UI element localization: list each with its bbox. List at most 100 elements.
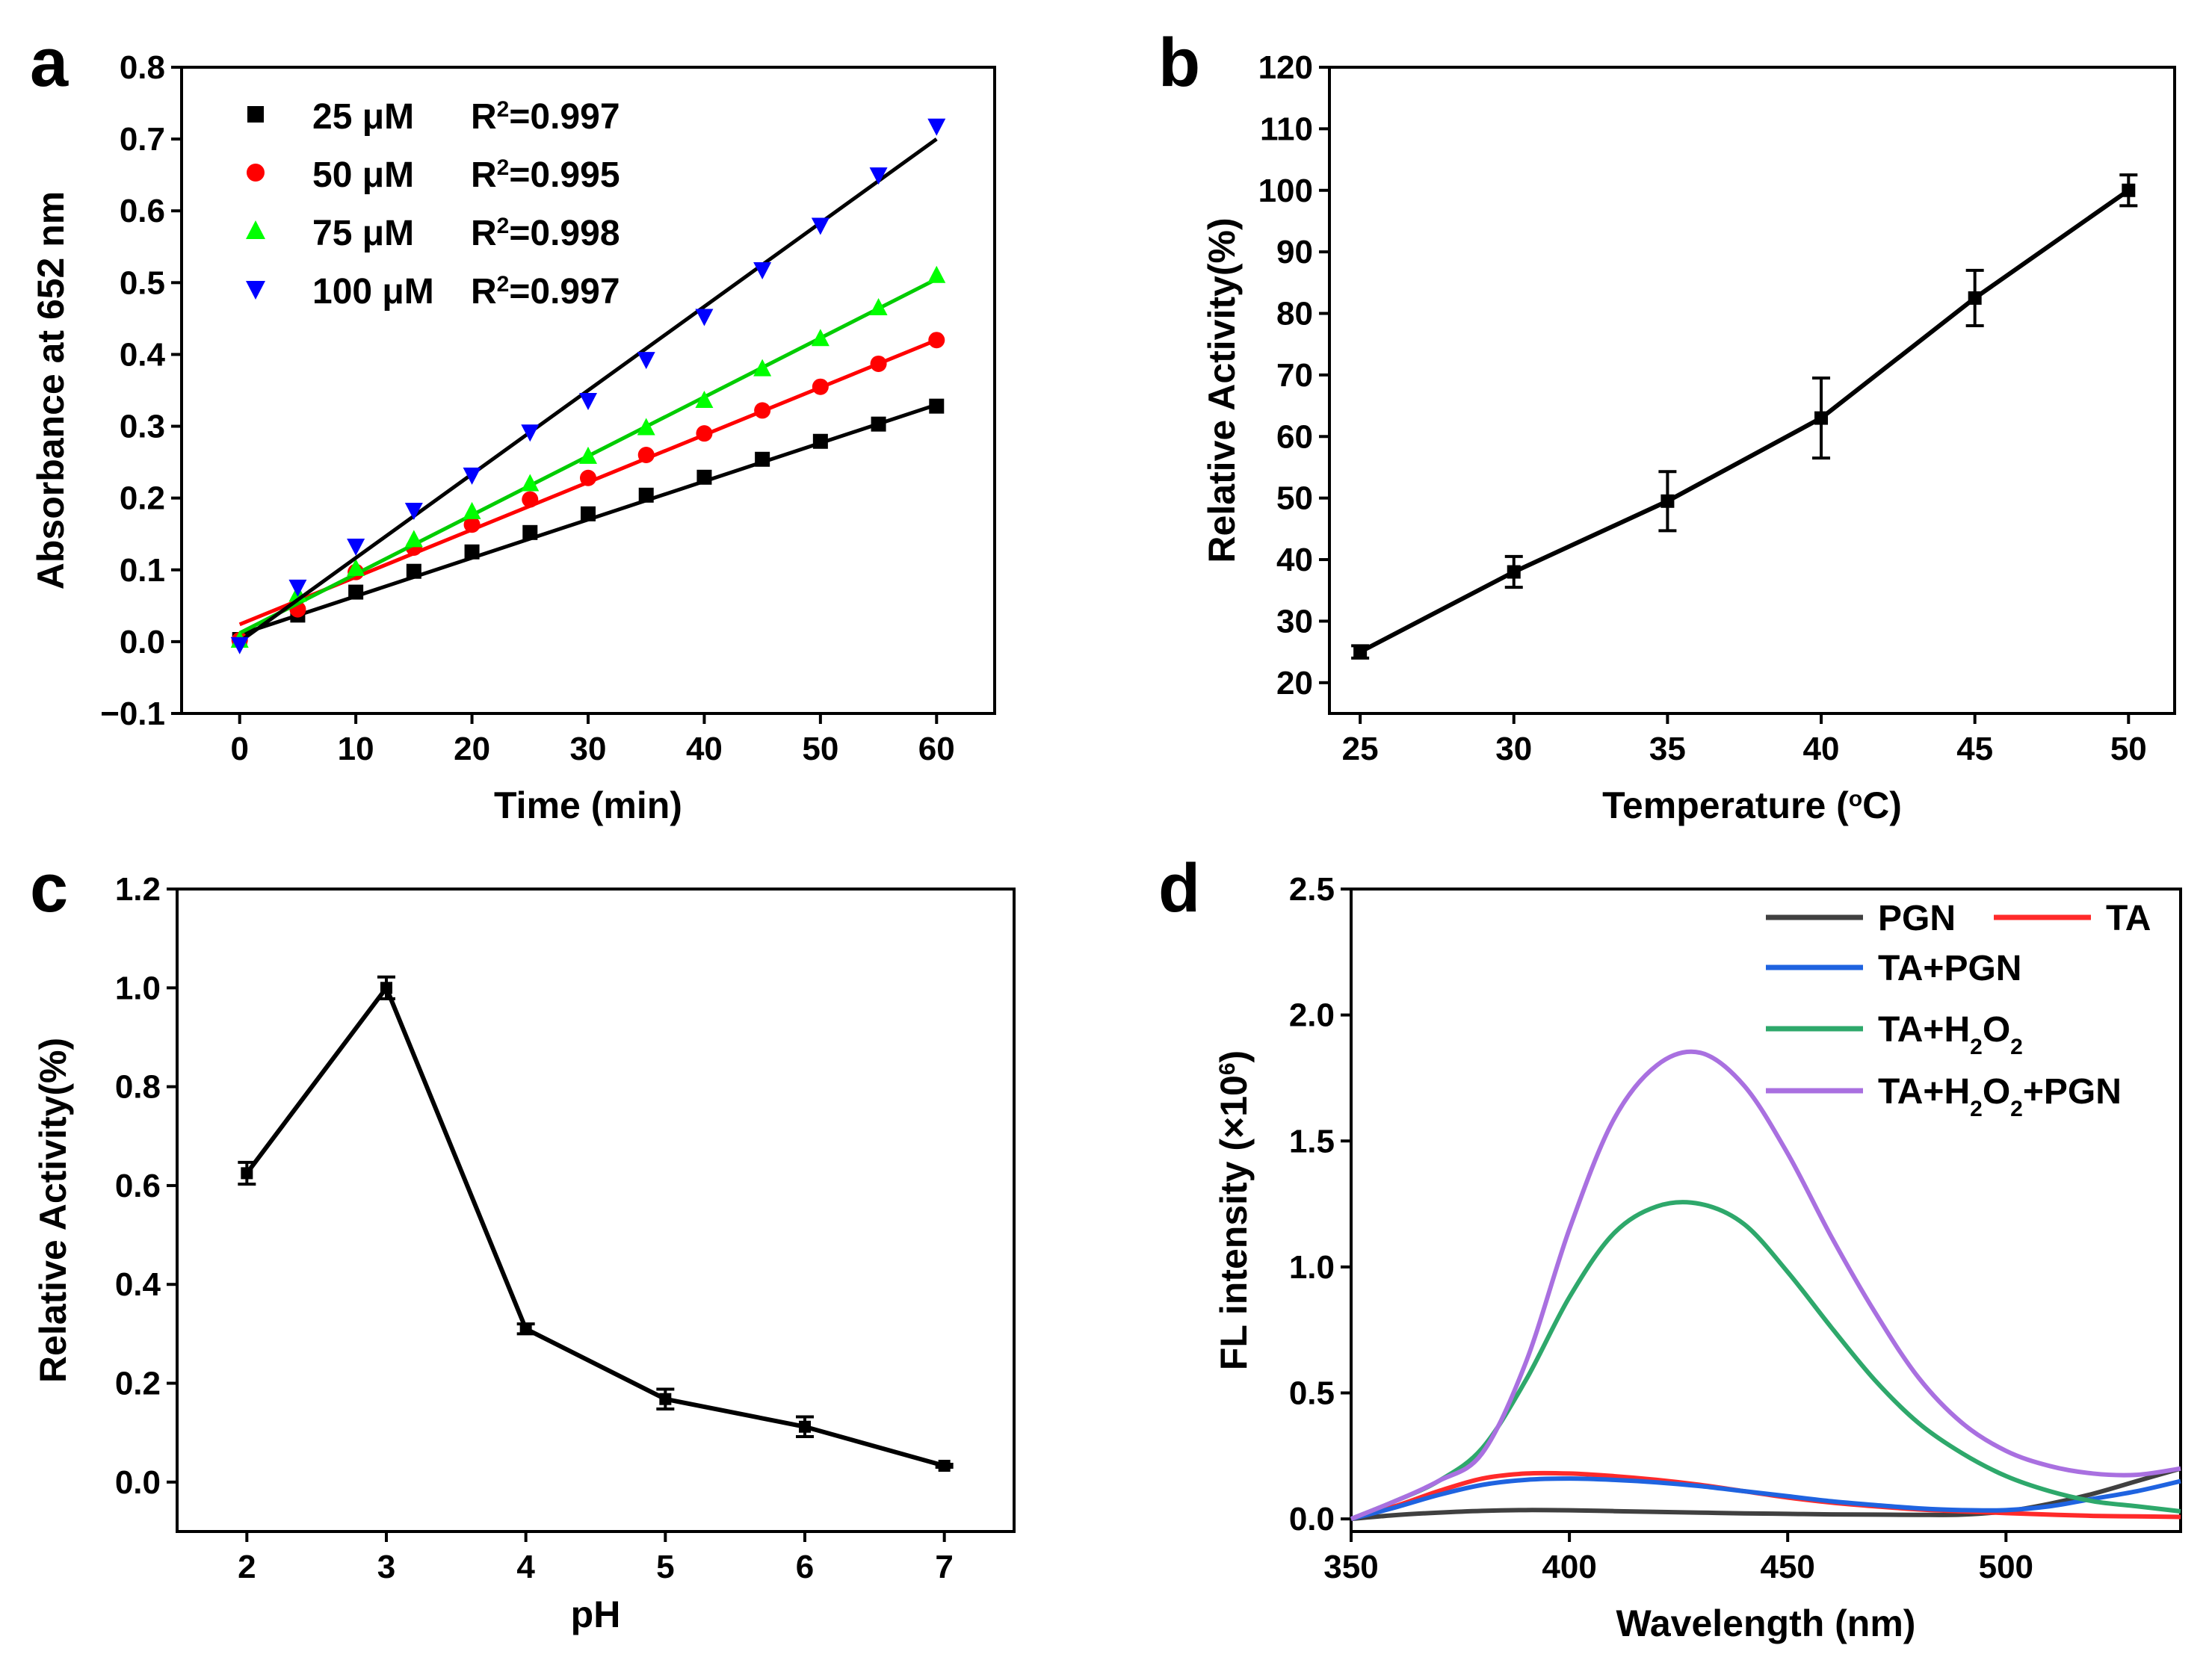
data-point [241,1167,253,1180]
legend-label: 75 μM [312,214,414,253]
legend-label: TA+H2O2+PGN [1878,1072,2122,1121]
panel-label: a [30,25,69,101]
series-2 [230,265,946,648]
x-tick-label: 350 [1323,1549,1378,1585]
x-tick-label: 500 [1979,1549,2033,1585]
y-tick-label: 30 [1276,603,1313,639]
x-tick-label: 450 [1760,1549,1814,1585]
x-tick-label: 2 [238,1549,256,1585]
legend-label: TA+PGN [1878,949,2021,988]
series-1 [231,332,945,648]
data-point [638,487,654,503]
x-tick-label: 60 [918,731,955,767]
legend-r2-value: =0.995 [509,155,620,195]
data-point [755,451,770,467]
data-point [347,558,365,576]
data-point [521,474,540,492]
data-point [288,579,307,597]
x-axis-title: pH [571,1594,621,1635]
y-tick-label: 70 [1276,357,1313,394]
panel-b: b 25 30 35 40 45 50 20 30 40 50 60 70 80 90 100 110 120 Te… [1158,25,2176,826]
x-tick-label: 30 [1495,731,1532,767]
data-point [1353,645,1368,659]
series-line-2 [1350,1476,2181,1522]
y-tick-label: 0.7 [120,121,165,158]
plot-frame [1350,888,2182,1533]
x-tick-label: 10 [338,731,374,767]
y-tick-label: 0.8 [115,1069,161,1106]
data-point [870,355,887,372]
legend-label-sub: 2 [2010,1097,2023,1121]
x-tick-label: 40 [1803,731,1840,767]
y-tick-label: 0.4 [120,336,166,373]
data-line [1359,188,2131,654]
data-point [696,425,713,442]
data-point [753,359,772,377]
y-tick-label: 100 [1258,173,1313,209]
y-tick-label: 120 [1258,49,1313,86]
y-tick-label: 0.6 [115,1168,161,1204]
legend-label-part: O [1983,1010,2010,1050]
legend-label-text: TA [2106,899,2151,938]
panel-c: c 2 3 4 5 6 7 0.0 0.2 0.4 0.6 0.8 1.0 1.2 pH Relative A… [30,850,1016,1635]
data-point [927,118,946,136]
legend-r2: R2=0.997 [471,272,620,312]
data-point [348,584,364,600]
x-tick-label: 4 [516,1549,535,1585]
data-point [637,418,655,436]
x-axis-title: Wavelength (nm) [1616,1602,1916,1644]
data-point [247,164,265,182]
data-point [579,446,597,464]
legend-label: TA [2106,899,2151,938]
data-point [404,530,423,548]
x-tick-label: 5 [656,1549,674,1585]
x-tick-label: 20 [454,731,490,767]
data-point [463,516,481,533]
data-point [1507,565,1521,579]
data-point [522,524,538,540]
data-point [521,424,540,442]
y-tick-label: 0.0 [1289,1501,1335,1537]
legend-label-sub: 2 [2010,1035,2023,1059]
data-point [579,392,597,410]
y-axis-title-part: ) [1213,1050,1255,1063]
legend-label-sub: 2 [1970,1097,1983,1121]
data-point [581,506,596,521]
y-tick-label: 0.1 [120,552,165,589]
data-point [754,402,771,419]
data-point [753,262,772,280]
data-point [1814,411,1829,425]
data-point [580,469,596,486]
y-tick-label: 0.2 [115,1366,161,1402]
y-axis-title: FL intensity (×106) [1213,1050,1255,1370]
legend-label-text: PGN [1878,899,1956,938]
x-tick-label: 30 [570,731,607,767]
panel-d: d 350 400 450 500 0.0 0.5 1.0 1.5 2.0 2.5 PGN TA TA+P… [1158,850,2182,1644]
y-tick-label: 20 [1276,665,1313,702]
data-point [871,416,886,432]
y-tick-label: 60 [1276,418,1313,455]
y-axis-title: Absorbance at 652 nm [30,191,72,590]
y-tick-label: 0.5 [1289,1375,1335,1412]
legend-r2: R2=0.997 [471,97,620,137]
data-point [695,309,714,326]
data-point [404,503,423,521]
x-tick-label: 40 [686,731,723,767]
data-point [2122,183,2136,197]
y-tick-label: 0.4 [115,1266,161,1303]
legend-r2-text: R [471,214,497,253]
x-tick-label: 50 [802,731,838,767]
y-tick-label: 0.3 [120,409,165,445]
legend-label-part: +PGN [2023,1072,2122,1112]
y-axis-title-part: FL intensity (×10 [1213,1075,1255,1370]
y-tick-label: 90 [1276,234,1313,270]
panel-label: d [1158,850,1200,926]
legend-r2: R2=0.998 [471,214,620,254]
data-point [230,637,249,654]
y-tick-label: 1.0 [1289,1249,1335,1286]
y-tick-label: 0.2 [120,480,165,517]
y-axis-title-sup: 6 [1215,1062,1240,1075]
legend-label-part: TA+H [1878,1010,1970,1050]
legend-label: TA+H2O2 [1878,1010,2023,1059]
